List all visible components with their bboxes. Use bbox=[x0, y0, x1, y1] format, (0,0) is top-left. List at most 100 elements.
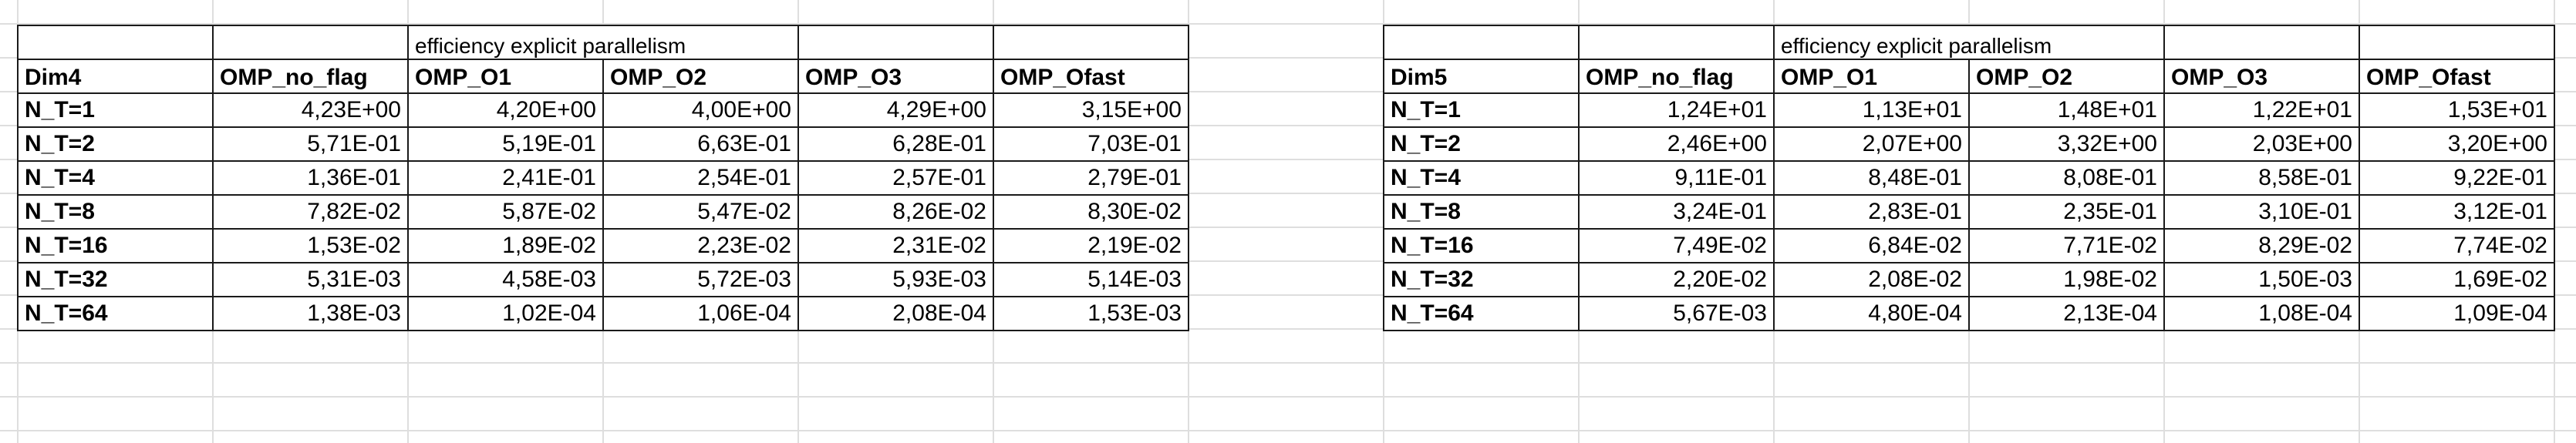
value-cell[interactable]: 6,84E-02 bbox=[1773, 228, 1970, 263]
value-cell[interactable]: 4,20E+00 bbox=[407, 92, 604, 128]
header-cell-omp-o2[interactable]: OMP_O2 bbox=[602, 59, 799, 94]
value-cell[interactable]: 1,89E-02 bbox=[407, 228, 604, 263]
table-title[interactable]: efficiency explicit parallelism bbox=[1773, 25, 2165, 60]
value-cell[interactable]: 8,48E-01 bbox=[1773, 160, 1970, 196]
cell[interactable] bbox=[2359, 25, 2555, 60]
row-label-cell[interactable]: N_T=4 bbox=[17, 160, 214, 196]
row-label-cell[interactable]: N_T=1 bbox=[1383, 92, 1580, 128]
cell[interactable] bbox=[212, 25, 409, 60]
row-label-cell[interactable]: N_T=2 bbox=[1383, 126, 1580, 162]
value-cell[interactable]: 7,49E-02 bbox=[1578, 228, 1775, 263]
value-cell[interactable]: 2,35E-01 bbox=[1968, 194, 2165, 230]
value-cell[interactable]: 7,74E-02 bbox=[2359, 228, 2555, 263]
header-cell-dimension[interactable]: Dim5 bbox=[1383, 59, 1580, 94]
cell[interactable] bbox=[797, 25, 994, 60]
value-cell[interactable]: 1,06E-04 bbox=[602, 296, 799, 331]
value-cell[interactable]: 2,46E+00 bbox=[1578, 126, 1775, 162]
value-cell[interactable]: 4,23E+00 bbox=[212, 92, 409, 128]
value-cell[interactable]: 8,08E-01 bbox=[1968, 160, 2165, 196]
header-cell-omp-ofast[interactable]: OMP_Ofast bbox=[993, 59, 1189, 94]
value-cell[interactable]: 3,10E-01 bbox=[2163, 194, 2360, 230]
value-cell[interactable]: 7,03E-01 bbox=[993, 126, 1189, 162]
row-label-cell[interactable]: N_T=64 bbox=[1383, 296, 1580, 331]
header-cell-omp-o2[interactable]: OMP_O2 bbox=[1968, 59, 2165, 94]
value-cell[interactable]: 3,24E-01 bbox=[1578, 194, 1775, 230]
value-cell[interactable]: 9,11E-01 bbox=[1578, 160, 1775, 196]
row-label-cell[interactable]: N_T=16 bbox=[1383, 228, 1580, 263]
value-cell[interactable]: 8,58E-01 bbox=[2163, 160, 2360, 196]
value-cell[interactable]: 1,53E-02 bbox=[212, 228, 409, 263]
value-cell[interactable]: 2,41E-01 bbox=[407, 160, 604, 196]
row-label-cell[interactable]: N_T=2 bbox=[17, 126, 214, 162]
row-label-cell[interactable]: N_T=8 bbox=[17, 194, 214, 230]
value-cell[interactable]: 1,48E+01 bbox=[1968, 92, 2165, 128]
value-cell[interactable]: 2,08E-04 bbox=[797, 296, 994, 331]
table-title[interactable]: efficiency explicit parallelism bbox=[407, 25, 799, 60]
header-cell-omp-no-flag[interactable]: OMP_no_flag bbox=[212, 59, 409, 94]
value-cell[interactable]: 1,69E-02 bbox=[2359, 262, 2555, 297]
cell[interactable] bbox=[2163, 25, 2360, 60]
cell[interactable] bbox=[17, 25, 214, 60]
row-label-cell[interactable]: N_T=1 bbox=[17, 92, 214, 128]
row-label-cell[interactable]: N_T=32 bbox=[1383, 262, 1580, 297]
value-cell[interactable]: 5,87E-02 bbox=[407, 194, 604, 230]
value-cell[interactable]: 2,08E-02 bbox=[1773, 262, 1970, 297]
value-cell[interactable]: 7,82E-02 bbox=[212, 194, 409, 230]
value-cell[interactable]: 9,22E-01 bbox=[2359, 160, 2555, 196]
value-cell[interactable]: 1,50E-03 bbox=[2163, 262, 2360, 297]
value-cell[interactable]: 8,29E-02 bbox=[2163, 228, 2360, 263]
value-cell[interactable]: 4,80E-04 bbox=[1773, 296, 1970, 331]
value-cell[interactable]: 1,13E+01 bbox=[1773, 92, 1970, 128]
value-cell[interactable]: 5,19E-01 bbox=[407, 126, 604, 162]
value-cell[interactable]: 2,57E-01 bbox=[797, 160, 994, 196]
value-cell[interactable]: 5,67E-03 bbox=[1578, 296, 1775, 331]
value-cell[interactable]: 5,31E-03 bbox=[212, 262, 409, 297]
value-cell[interactable]: 5,71E-01 bbox=[212, 126, 409, 162]
value-cell[interactable]: 6,63E-01 bbox=[602, 126, 799, 162]
value-cell[interactable]: 1,98E-02 bbox=[1968, 262, 2165, 297]
header-cell-omp-o3[interactable]: OMP_O3 bbox=[2163, 59, 2360, 94]
value-cell[interactable]: 5,93E-03 bbox=[797, 262, 994, 297]
value-cell[interactable]: 8,26E-02 bbox=[797, 194, 994, 230]
value-cell[interactable]: 5,47E-02 bbox=[602, 194, 799, 230]
header-cell-omp-ofast[interactable]: OMP_Ofast bbox=[2359, 59, 2555, 94]
value-cell[interactable]: 4,29E+00 bbox=[797, 92, 994, 128]
header-cell-omp-o1[interactable]: OMP_O1 bbox=[407, 59, 604, 94]
header-cell-omp-o1[interactable]: OMP_O1 bbox=[1773, 59, 1970, 94]
value-cell[interactable]: 2,23E-02 bbox=[602, 228, 799, 263]
value-cell[interactable]: 1,38E-03 bbox=[212, 296, 409, 331]
value-cell[interactable]: 2,19E-02 bbox=[993, 228, 1189, 263]
value-cell[interactable]: 7,71E-02 bbox=[1968, 228, 2165, 263]
value-cell[interactable]: 3,32E+00 bbox=[1968, 126, 2165, 162]
cell[interactable] bbox=[993, 25, 1189, 60]
row-label-cell[interactable]: N_T=32 bbox=[17, 262, 214, 297]
header-cell-omp-o3[interactable]: OMP_O3 bbox=[797, 59, 994, 94]
value-cell[interactable]: 4,00E+00 bbox=[602, 92, 799, 128]
value-cell[interactable]: 3,20E+00 bbox=[2359, 126, 2555, 162]
value-cell[interactable]: 3,15E+00 bbox=[993, 92, 1189, 128]
header-cell-omp-no-flag[interactable]: OMP_no_flag bbox=[1578, 59, 1775, 94]
value-cell[interactable]: 5,72E-03 bbox=[602, 262, 799, 297]
value-cell[interactable]: 8,30E-02 bbox=[993, 194, 1189, 230]
row-label-cell[interactable]: N_T=16 bbox=[17, 228, 214, 263]
value-cell[interactable]: 1,08E-04 bbox=[2163, 296, 2360, 331]
value-cell[interactable]: 2,54E-01 bbox=[602, 160, 799, 196]
value-cell[interactable]: 1,02E-04 bbox=[407, 296, 604, 331]
value-cell[interactable]: 2,13E-04 bbox=[1968, 296, 2165, 331]
value-cell[interactable]: 4,58E-03 bbox=[407, 262, 604, 297]
value-cell[interactable]: 3,12E-01 bbox=[2359, 194, 2555, 230]
value-cell[interactable]: 5,14E-03 bbox=[993, 262, 1189, 297]
row-label-cell[interactable]: N_T=8 bbox=[1383, 194, 1580, 230]
value-cell[interactable]: 1,53E-03 bbox=[993, 296, 1189, 331]
value-cell[interactable]: 1,36E-01 bbox=[212, 160, 409, 196]
value-cell[interactable]: 1,09E-04 bbox=[2359, 296, 2555, 331]
value-cell[interactable]: 2,03E+00 bbox=[2163, 126, 2360, 162]
value-cell[interactable]: 1,22E+01 bbox=[2163, 92, 2360, 128]
cell[interactable] bbox=[1383, 25, 1580, 60]
row-label-cell[interactable]: N_T=64 bbox=[17, 296, 214, 331]
value-cell[interactable]: 2,79E-01 bbox=[993, 160, 1189, 196]
value-cell[interactable]: 2,83E-01 bbox=[1773, 194, 1970, 230]
value-cell[interactable]: 1,53E+01 bbox=[2359, 92, 2555, 128]
value-cell[interactable]: 2,31E-02 bbox=[797, 228, 994, 263]
value-cell[interactable]: 2,20E-02 bbox=[1578, 262, 1775, 297]
